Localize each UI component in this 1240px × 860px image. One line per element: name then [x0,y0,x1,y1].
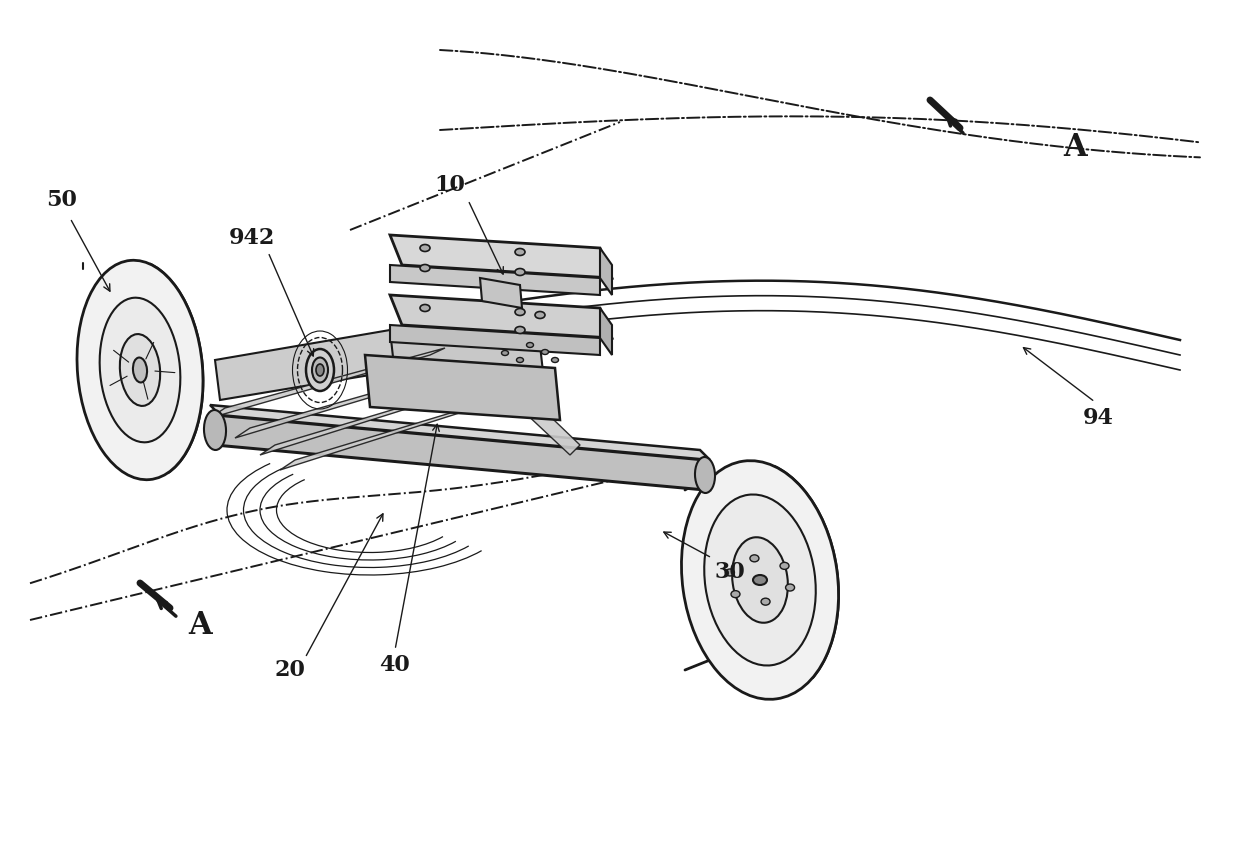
Ellipse shape [420,244,430,251]
Ellipse shape [501,351,508,355]
Polygon shape [210,348,445,418]
Ellipse shape [420,304,430,311]
Polygon shape [210,405,711,460]
Polygon shape [391,295,613,338]
Text: A: A [188,610,212,641]
Polygon shape [600,308,613,355]
Polygon shape [236,368,460,438]
Polygon shape [480,278,522,308]
Polygon shape [280,401,490,470]
Ellipse shape [725,569,734,576]
Ellipse shape [704,494,816,666]
Polygon shape [365,355,560,420]
Polygon shape [260,385,475,455]
Polygon shape [391,325,600,355]
Ellipse shape [306,349,334,391]
Text: 30: 30 [714,561,745,583]
Ellipse shape [750,555,759,562]
Polygon shape [490,373,580,455]
Text: 942: 942 [229,227,275,249]
Text: 50: 50 [47,189,77,211]
Ellipse shape [77,261,203,480]
Polygon shape [215,330,401,400]
Polygon shape [210,415,711,490]
Ellipse shape [732,538,787,623]
Ellipse shape [515,309,525,316]
Polygon shape [391,265,600,295]
Ellipse shape [515,268,525,275]
Polygon shape [600,248,613,295]
Ellipse shape [120,334,160,406]
Ellipse shape [99,298,180,442]
Text: 20: 20 [274,659,305,681]
Ellipse shape [205,410,226,450]
Ellipse shape [552,358,558,363]
Ellipse shape [133,358,148,383]
Ellipse shape [761,599,770,605]
Ellipse shape [420,265,430,272]
Ellipse shape [732,591,740,598]
Ellipse shape [312,358,329,383]
Text: A: A [1063,132,1086,163]
Ellipse shape [515,327,525,334]
Text: 40: 40 [379,654,410,676]
Ellipse shape [753,575,768,585]
Ellipse shape [534,311,546,318]
Ellipse shape [780,562,789,569]
Ellipse shape [527,342,533,347]
Ellipse shape [515,249,525,255]
Ellipse shape [694,457,715,493]
Text: 94: 94 [1083,407,1114,429]
Ellipse shape [786,584,795,591]
Polygon shape [391,235,613,278]
Polygon shape [391,330,546,390]
Ellipse shape [682,461,838,699]
Ellipse shape [517,358,523,363]
Text: 10: 10 [434,174,465,196]
Ellipse shape [542,349,548,354]
Ellipse shape [316,364,324,376]
